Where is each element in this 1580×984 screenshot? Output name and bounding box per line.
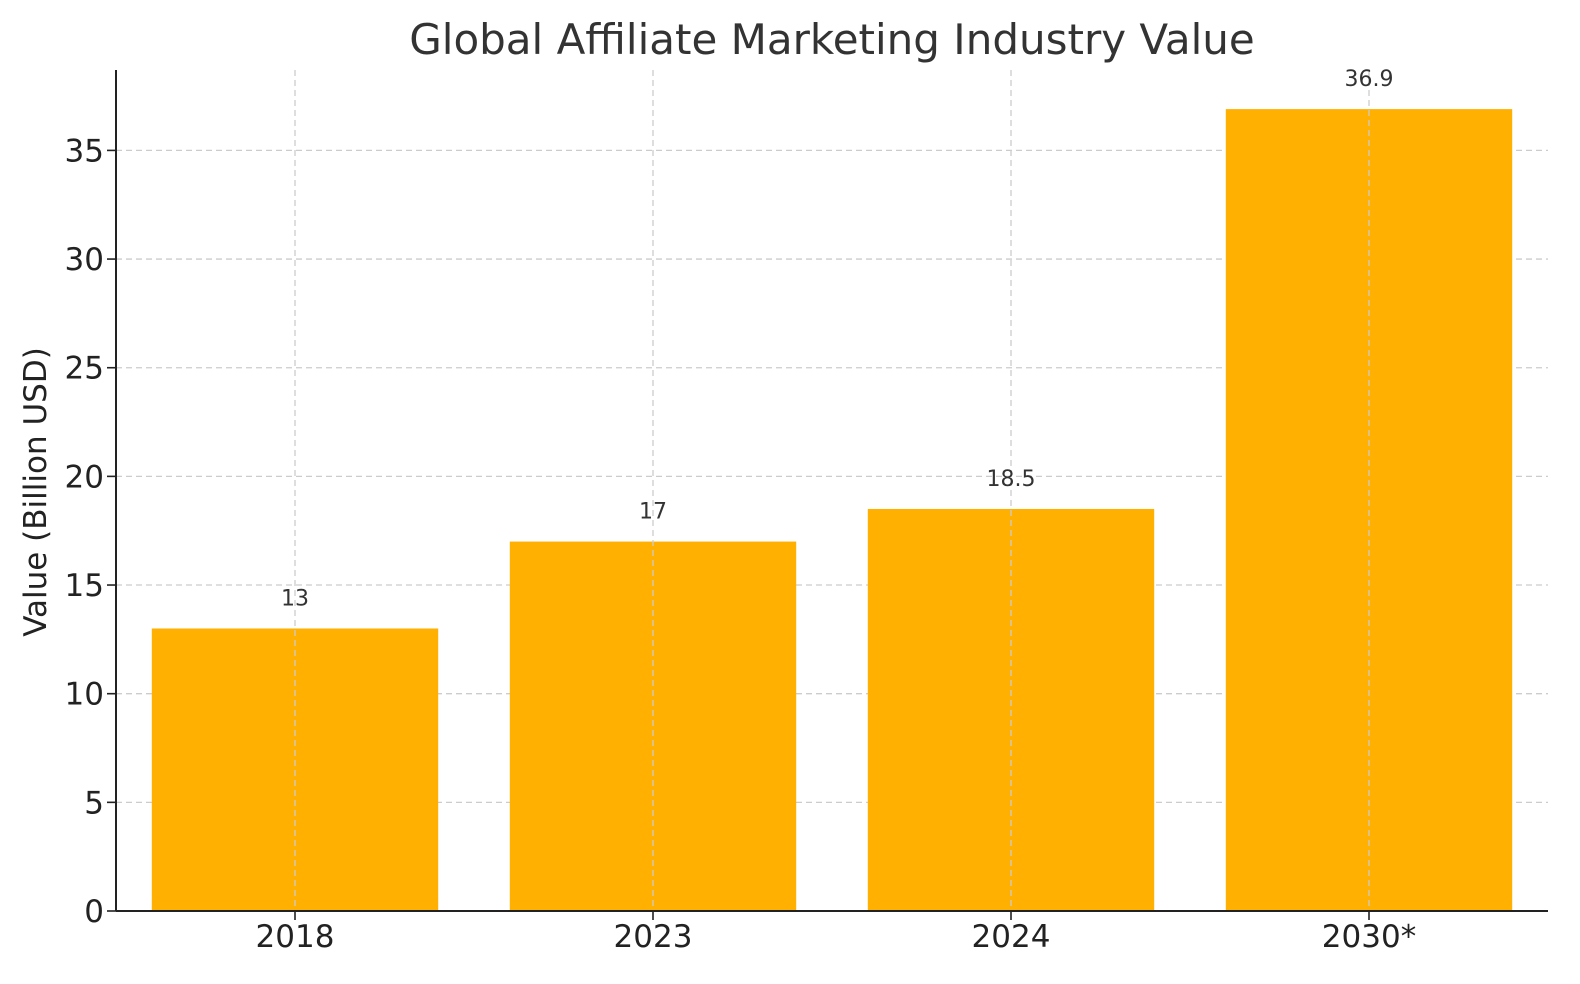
- data-labels: 13 17 18.5 36.9: [281, 67, 1393, 611]
- data-label: 13: [281, 586, 309, 611]
- y-tick-label: 20: [65, 459, 104, 495]
- y-axis-label: Value (Billion USD): [18, 347, 54, 637]
- tick-labels: 0 5 10 15 20 25 30 35 2018 2023 2024 2030*: [65, 133, 1417, 955]
- data-label: 18.5: [987, 467, 1036, 492]
- data-label: 17: [639, 500, 667, 525]
- x-tick-label: 2030*: [1322, 919, 1416, 955]
- x-tick-label: 2024: [972, 919, 1051, 955]
- y-tick-label: 5: [84, 785, 104, 821]
- y-tick-label: 0: [84, 894, 104, 930]
- y-tick-label: 25: [65, 351, 104, 387]
- chart-title: Global Affiliate Marketing Industry Valu…: [409, 15, 1255, 64]
- y-tick-label: 30: [65, 242, 104, 278]
- y-tick-label: 15: [65, 568, 104, 604]
- bars: [151, 109, 1513, 912]
- y-tick-label: 10: [65, 677, 104, 713]
- vertical-grid-lines: [294, 70, 1370, 911]
- y-tick-label: 35: [65, 133, 104, 169]
- x-tick-label: 2018: [256, 919, 335, 955]
- x-tick-label: 2023: [614, 919, 693, 955]
- axes: [107, 70, 1548, 920]
- data-label: 36.9: [1345, 67, 1394, 92]
